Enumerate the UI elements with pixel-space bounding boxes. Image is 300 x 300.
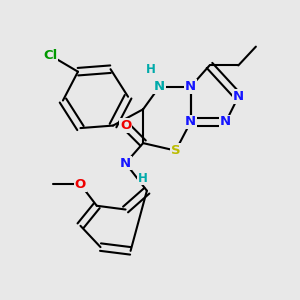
Text: N: N (185, 115, 196, 128)
Text: O: O (120, 119, 131, 132)
Text: N: N (154, 80, 165, 93)
Text: N: N (220, 115, 231, 128)
Text: N: N (120, 157, 131, 170)
Text: N: N (233, 90, 244, 103)
Text: O: O (75, 178, 86, 191)
Text: H: H (138, 172, 148, 185)
Text: H: H (146, 63, 156, 76)
Text: N: N (185, 80, 196, 93)
Text: S: S (171, 144, 181, 157)
Text: Cl: Cl (43, 49, 58, 62)
